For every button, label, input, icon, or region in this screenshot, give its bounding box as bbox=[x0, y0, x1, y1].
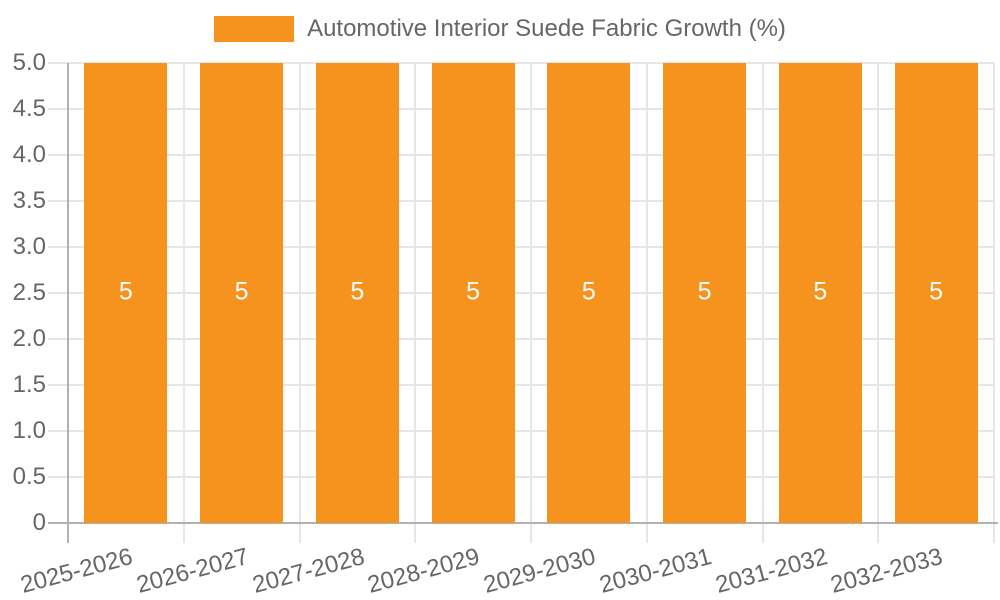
y-axis-tick-label: 0.5 bbox=[12, 463, 46, 490]
x-axis-tick-label: 2025-2026 bbox=[17, 543, 136, 599]
x-gridline bbox=[761, 63, 764, 543]
bar[interactable]: 5 bbox=[894, 63, 978, 523]
bar-value-label: 5 bbox=[929, 277, 944, 306]
y-gridline bbox=[48, 384, 994, 386]
bar-value-label: 5 bbox=[118, 277, 133, 306]
bar[interactable]: 5 bbox=[431, 63, 515, 523]
bar[interactable]: 5 bbox=[547, 63, 631, 523]
bar[interactable]: 5 bbox=[663, 63, 747, 523]
x-gridline bbox=[877, 63, 880, 543]
x-axis-tick-label: 2030-2031 bbox=[596, 543, 715, 599]
bar-value-label: 5 bbox=[581, 277, 596, 306]
bar[interactable]: 5 bbox=[200, 63, 284, 523]
bar[interactable]: 5 bbox=[778, 63, 862, 523]
y-axis-tick-label: 4.5 bbox=[12, 95, 46, 122]
y-gridline bbox=[48, 246, 994, 248]
bar-value-label: 5 bbox=[234, 277, 249, 306]
x-gridline bbox=[645, 63, 648, 543]
x-axis-tick-label: 2026-2027 bbox=[133, 543, 252, 599]
y-gridline bbox=[48, 430, 994, 432]
x-gridline bbox=[530, 63, 532, 543]
y-gridline bbox=[48, 108, 994, 110]
y-axis-tick-label: 5.0 bbox=[12, 49, 46, 76]
x-gridline bbox=[993, 63, 995, 543]
y-axis-tick-label: 2.5 bbox=[12, 279, 46, 306]
x-gridline bbox=[298, 63, 301, 543]
y-axis-tick-label: 2.0 bbox=[12, 325, 46, 352]
legend-item[interactable]: Automotive Interior Suede Fabric Growth … bbox=[0, 15, 1000, 43]
x-gridline bbox=[182, 63, 185, 543]
bar-value-label: 5 bbox=[350, 277, 365, 306]
x-axis-tick-label: 2031-2032 bbox=[712, 543, 831, 599]
x-axis-tick-label: 2032-2033 bbox=[827, 543, 946, 599]
y-axis-tick-label: 3.0 bbox=[12, 233, 46, 260]
y-axis-tick-label: 1.0 bbox=[12, 417, 46, 444]
y-axis-tick-label: 1.5 bbox=[12, 371, 46, 398]
bar-value-label: 5 bbox=[697, 277, 712, 306]
legend-swatch bbox=[214, 16, 295, 42]
y-gridline bbox=[48, 338, 994, 340]
bar-value-label: 5 bbox=[466, 277, 481, 306]
x-axis-tick-label: 2029-2030 bbox=[480, 543, 599, 599]
y-axis-tick-label: 3.5 bbox=[12, 187, 46, 214]
y-axis-tick-label: 0 bbox=[32, 509, 46, 536]
y-gridline bbox=[48, 476, 994, 478]
y-gridline bbox=[48, 200, 994, 202]
y-gridline bbox=[48, 154, 994, 156]
x-axis-tick-label: 2027-2028 bbox=[249, 543, 368, 599]
bar[interactable]: 5 bbox=[84, 63, 168, 523]
y-gridline bbox=[48, 292, 994, 294]
x-gridline bbox=[414, 63, 417, 543]
x-axis-tick-label: 2028-2029 bbox=[364, 543, 483, 599]
legend-label: Automotive Interior Suede Fabric Growth … bbox=[307, 15, 786, 42]
x-axis-line bbox=[48, 522, 998, 524]
bar-value-label: 5 bbox=[813, 277, 828, 306]
bar[interactable]: 5 bbox=[315, 63, 399, 523]
y-axis-line bbox=[67, 63, 69, 543]
y-gridline bbox=[48, 62, 994, 64]
y-axis-tick-label: 4.0 bbox=[12, 141, 46, 168]
